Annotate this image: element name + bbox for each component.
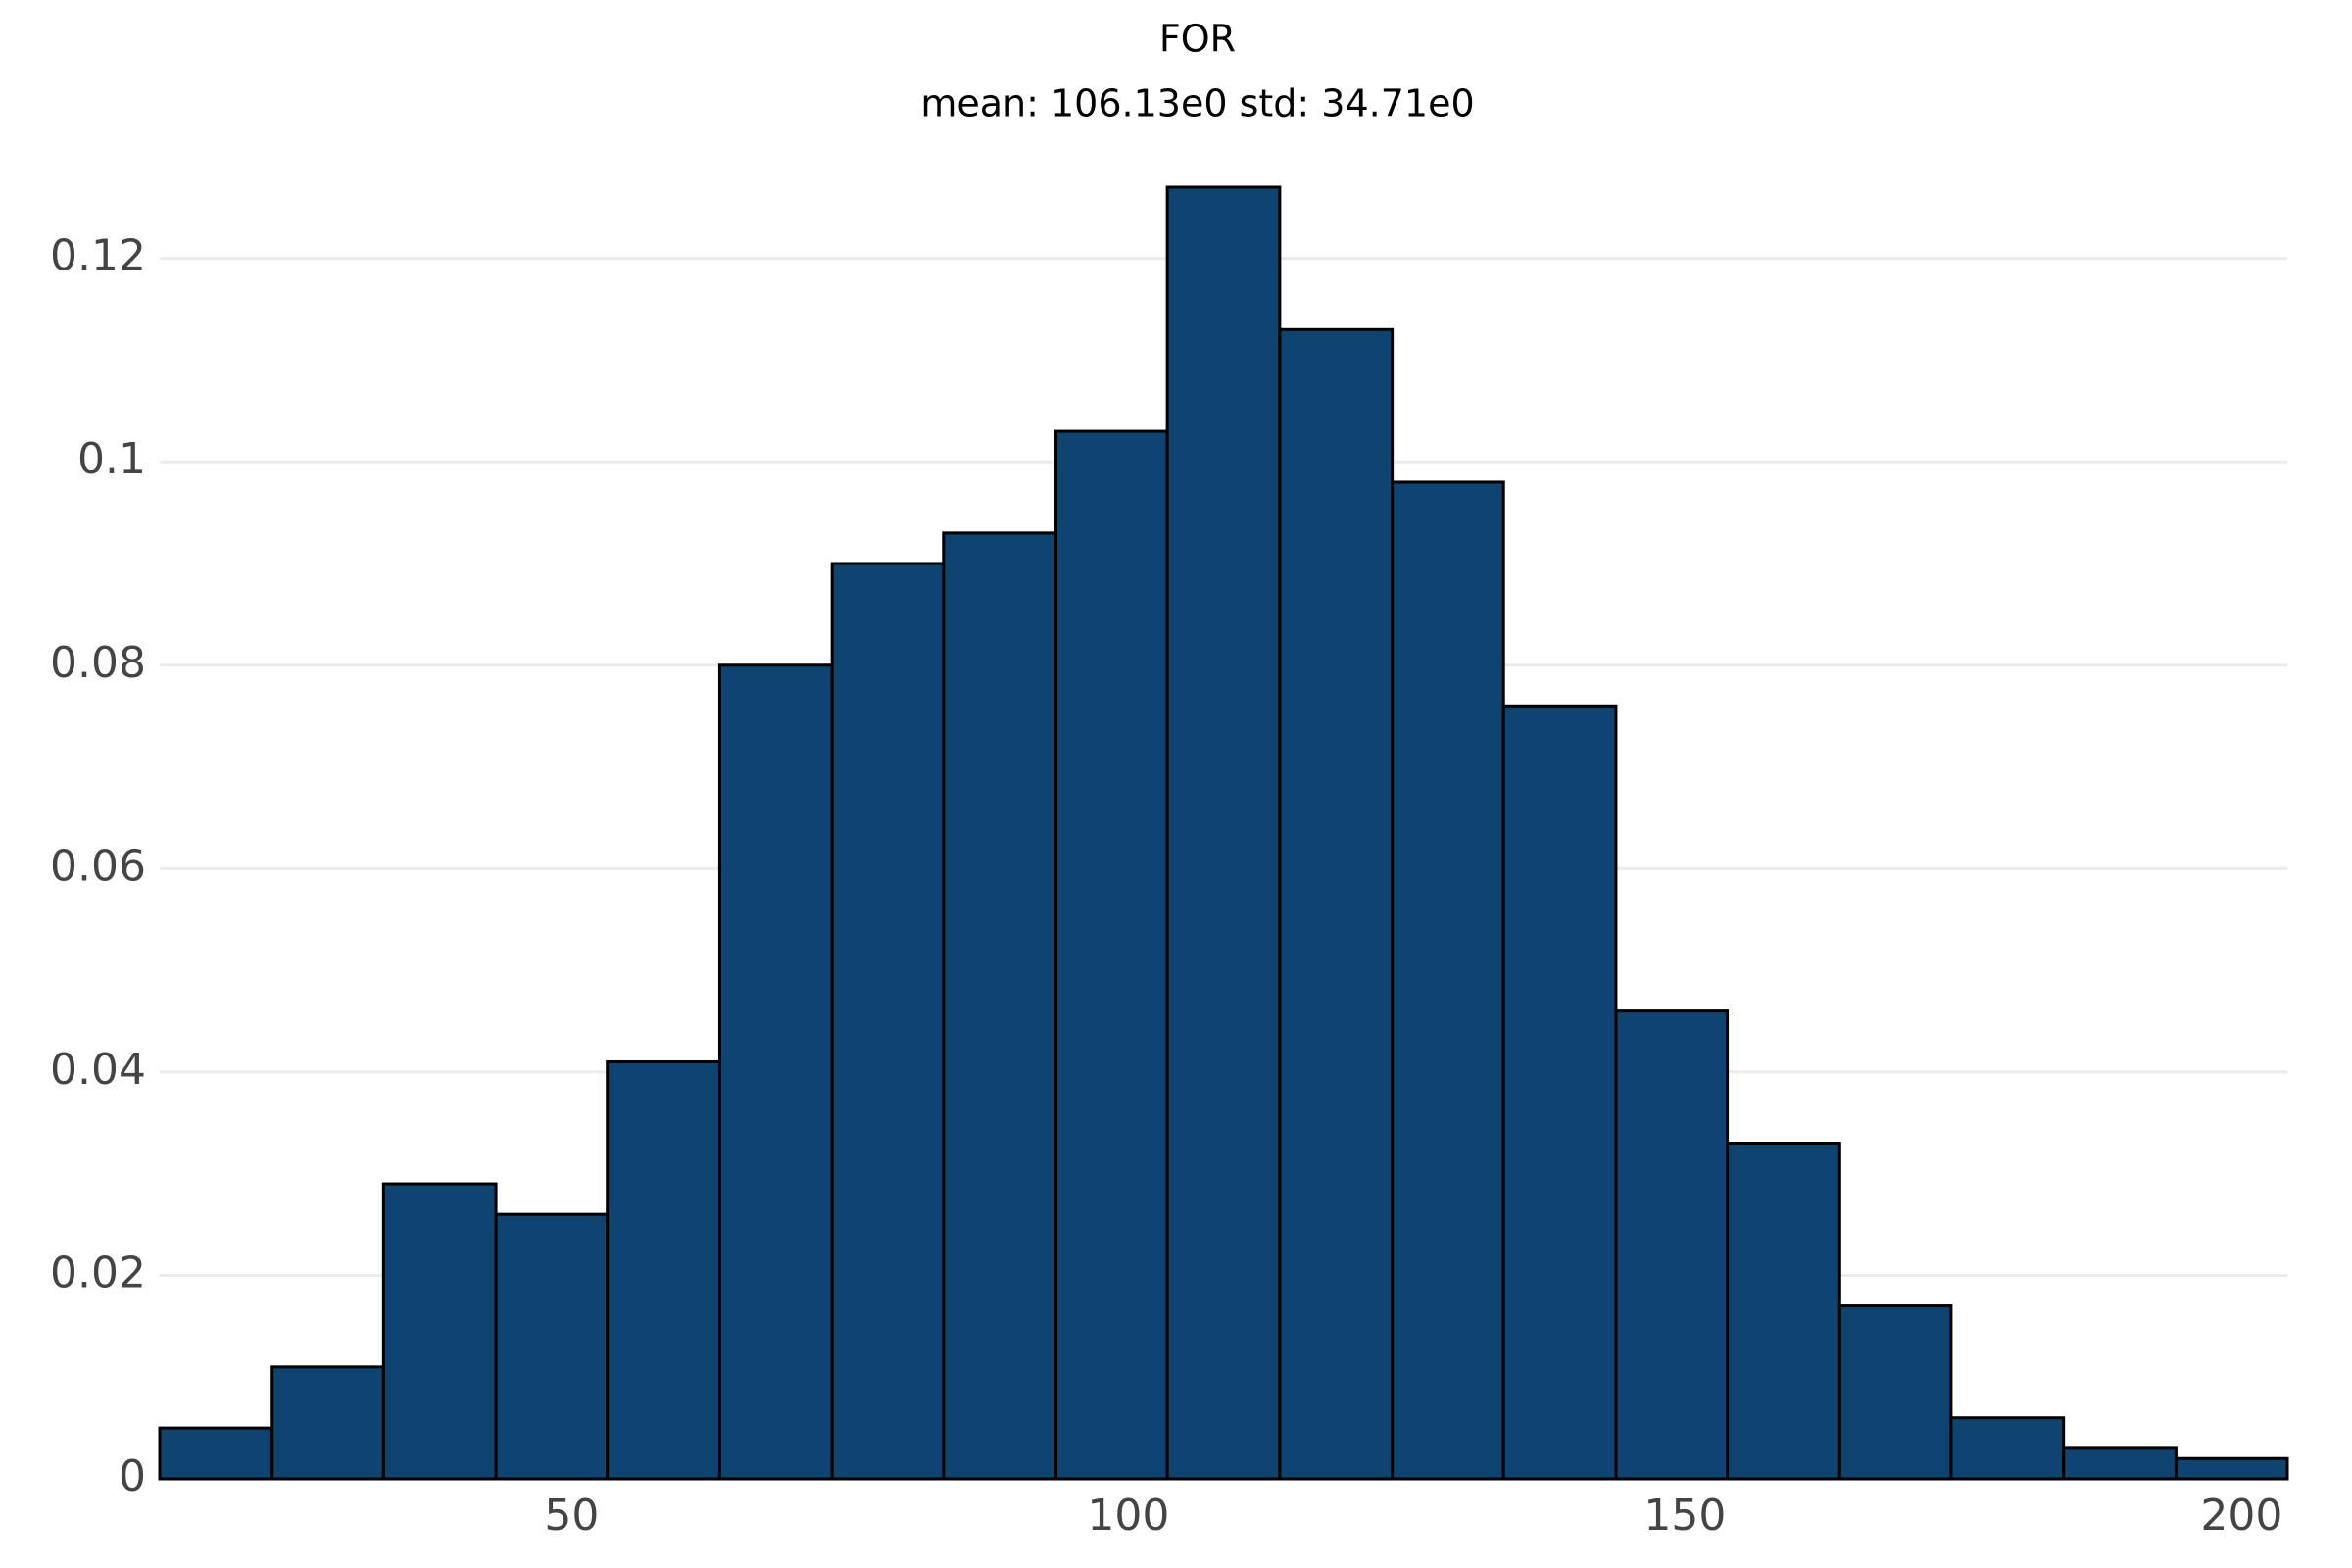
x-tick-label: 50 [544, 1491, 599, 1541]
x-tick-label: 100 [1087, 1491, 1169, 1541]
y-tick-label: 0.12 [50, 231, 146, 281]
bar [942, 531, 1058, 1481]
bar [1391, 480, 1505, 1481]
bar [1501, 704, 1618, 1481]
bar [606, 1060, 721, 1481]
x-tick-label: 200 [2200, 1491, 2282, 1541]
chart-title: FOR [1159, 18, 1236, 61]
bar [830, 562, 946, 1481]
y-tick-label: 0.08 [50, 638, 146, 688]
y-tick-label: 0 [119, 1451, 146, 1501]
bar [1949, 1416, 2066, 1481]
bar [494, 1212, 610, 1481]
bar [158, 1426, 274, 1481]
bar [2062, 1446, 2178, 1481]
bar [1838, 1304, 1953, 1481]
bar [717, 663, 834, 1481]
y-tick-label: 0.02 [50, 1248, 146, 1298]
y-tick-label: 0.1 [77, 434, 146, 484]
bar [1165, 185, 1282, 1481]
y-tick-label: 0.06 [50, 841, 146, 891]
bar [1054, 429, 1169, 1481]
bar [1614, 1009, 1730, 1481]
bar [1726, 1142, 1841, 1481]
bar [270, 1365, 385, 1481]
bar [2174, 1456, 2289, 1481]
bar [381, 1182, 498, 1481]
bar [1278, 327, 1395, 1481]
x-tick-label: 150 [1643, 1491, 1726, 1541]
y-tick-label: 0.04 [50, 1045, 146, 1095]
chart-subtitle: mean: 106.13e0 std: 34.71e0 [920, 82, 1474, 125]
